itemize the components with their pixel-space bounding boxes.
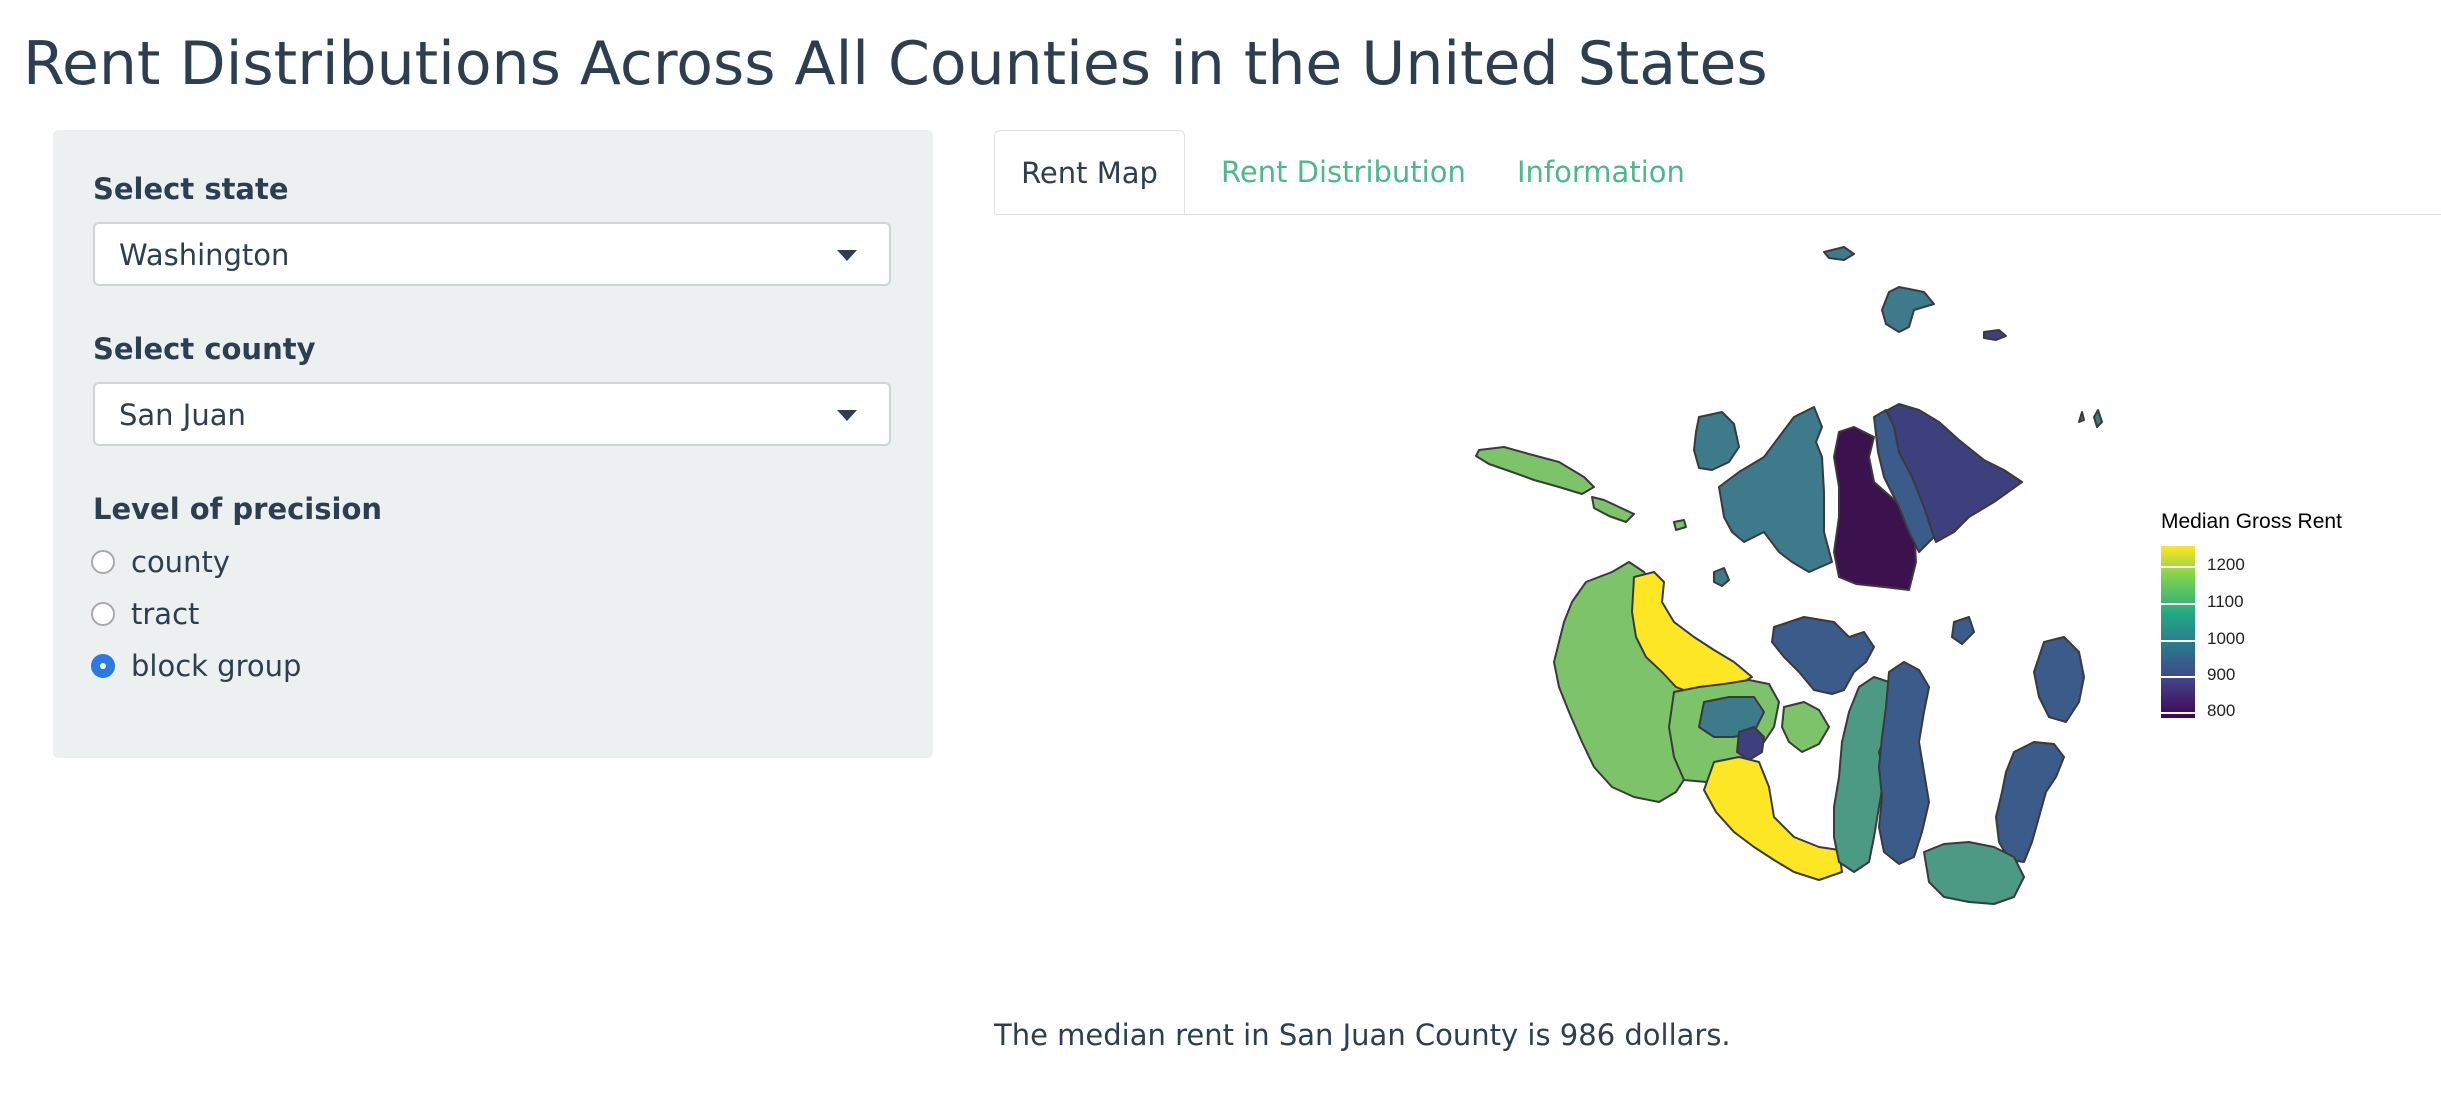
legend-tick-mark [2161,603,2195,605]
legend-tick-mark [2161,640,2195,642]
state-select-value: Washington [119,238,290,272]
map-region-island-north-purple [1983,329,2007,341]
precision-label: Level of precision [93,492,383,526]
county-select-value: San Juan [119,398,246,432]
county-select[interactable]: San Juan [93,382,891,446]
tab-rent-map[interactable]: Rent Map [994,130,1185,215]
page-title: Rent Distributions Across All Counties i… [23,29,1768,99]
legend-tick-label: 900 [2207,665,2236,684]
map-region-lopez-south-teal [1923,841,2025,905]
legend-tick-mark [2161,712,2195,714]
legend-tick-label: 1100 [2207,592,2244,611]
map-region-lopez-east-blue [1878,661,1930,865]
county-select-label: Select county [93,332,316,366]
map-region-island-small-green-2 [1673,519,1687,531]
state-select[interactable]: Washington [93,222,891,286]
radio-label-block-group: block group [131,649,302,683]
tab-information[interactable]: Information [1517,155,1685,189]
map-legend: Median Gross Rent 1200 1100 1000 900 800 [2161,510,2421,720]
map-region-island-far-east-sliver-1 [2078,411,2085,423]
map-region-island-small-green-1 [1591,496,1635,523]
sidebar-panel: Select state Washington Select county Sa… [53,130,933,758]
map-region-island-far-east-sliver-2 [2093,409,2103,428]
map-region-orcas-east-blue-strip [1873,409,1935,553]
radio-button-tract[interactable] [91,602,115,626]
map-region-orcas-west-teal [1718,406,1833,573]
legend-tick-label: 1200 [2207,555,2245,574]
county-map-svg [1475,246,2103,905]
legend-tick-label: 800 [2207,701,2236,720]
map-region-sanjuan-yellow-south [1703,756,1843,881]
map-region-island-northwest-lobe [1693,411,1740,471]
caret-down-icon [837,410,857,421]
tab-rent-distribution[interactable]: Rent Distribution [1221,155,1466,189]
map-region-island-waldron [1475,446,1595,495]
legend-color-bar [2161,546,2195,718]
legend-title: Median Gross Rent [2161,510,2342,533]
map-region-island-right-blue [2033,636,2085,723]
rent-map: Median Gross Rent 1200 1100 1000 900 800 [994,232,2441,1002]
median-rent-summary: The median rent in San Juan County is 98… [994,1018,1731,1052]
map-region-island-center-small [1713,567,1730,587]
radio-button-county[interactable] [91,550,115,574]
map-region-sanjuan-east-green [1781,701,1830,753]
caret-down-icon [837,250,857,261]
map-region-orcas-center-dark [1833,426,1917,591]
radio-label-county: county [131,545,230,579]
map-region-sanjuan-center-purple [1736,726,1765,761]
map-region-island-tiny-north [1823,246,1855,261]
map-region-island-north-small [1881,286,1935,333]
map-region-island-shaw [1771,616,1875,695]
radio-button-block-group[interactable] [91,654,115,678]
state-select-label: Select state [93,172,289,206]
map-region-island-right-small [1951,616,1975,645]
map-region-lopez-far-east-blue [1995,741,2065,863]
radio-label-tract: tract [131,597,200,631]
legend-tick-mark [2161,676,2195,678]
legend-tick-mark [2161,566,2195,568]
tabs-underline [994,214,2441,215]
legend-tick-label: 1000 [2207,629,2245,648]
